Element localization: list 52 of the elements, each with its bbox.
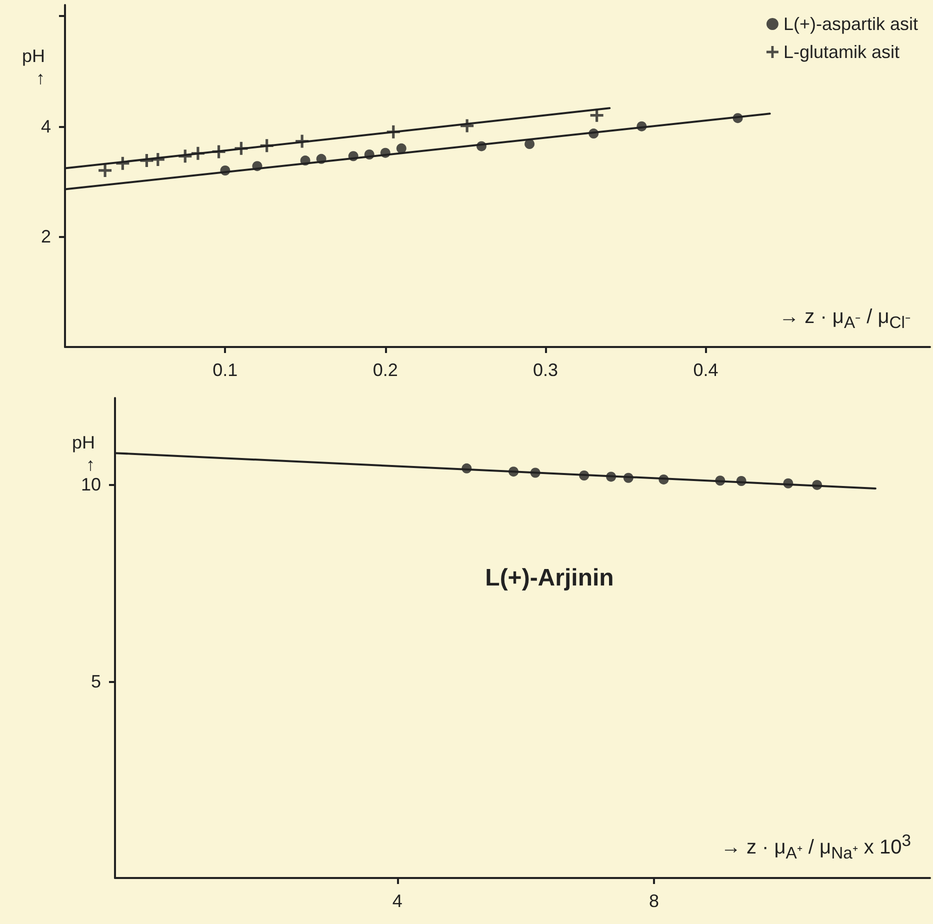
point <box>579 470 590 481</box>
point <box>178 150 192 163</box>
x-tick-label: 0.4 <box>693 360 718 380</box>
point <box>606 472 616 482</box>
point <box>396 143 406 154</box>
point <box>524 139 535 150</box>
point <box>508 466 519 477</box>
point <box>260 139 274 152</box>
point <box>98 164 112 177</box>
point <box>212 145 226 158</box>
point <box>530 468 540 478</box>
legend-label: L-glutamik asit <box>783 42 900 62</box>
y-axis-title: pH ↑ <box>72 432 95 475</box>
point <box>348 151 358 162</box>
y-axis-title: pH ↑ <box>22 46 45 88</box>
point <box>783 478 794 488</box>
point <box>636 121 647 132</box>
point <box>476 141 486 152</box>
y-tick-label: 2 <box>40 226 51 247</box>
y-tick-label: 10 <box>80 474 101 495</box>
x-axis-title: → z · μ$_{A⁻}$ / μ$_{Cl⁻}$ <box>779 306 911 333</box>
point <box>715 476 726 486</box>
point <box>386 125 400 138</box>
x-tick-label: 0.1 <box>212 360 238 380</box>
point <box>460 119 474 132</box>
x-tick-label: 0.3 <box>533 360 558 380</box>
point <box>364 149 374 160</box>
point <box>588 128 599 139</box>
point <box>300 156 310 166</box>
annotation: L(+)-Arjinin <box>485 564 614 592</box>
point <box>252 161 262 172</box>
point <box>462 463 472 474</box>
point <box>658 474 669 484</box>
point <box>380 148 390 158</box>
point <box>732 113 743 124</box>
y-tick-label: 5 <box>90 671 101 692</box>
legend-label: L(+)-aspartik asit <box>783 14 918 34</box>
point <box>812 480 822 490</box>
point <box>151 152 164 166</box>
point <box>623 472 634 483</box>
point <box>116 156 130 170</box>
x-tick-label: 8 <box>649 891 660 911</box>
point <box>220 165 230 176</box>
x-axis-title: → z · μ$_{A⁺}$ / μ$_{Na⁺}$ x 10$^{3}$ <box>720 831 911 864</box>
point <box>296 134 309 148</box>
point <box>590 108 604 122</box>
point <box>191 146 204 160</box>
point <box>140 154 154 168</box>
x-tick-label: 0.2 <box>372 360 398 380</box>
point <box>736 476 746 486</box>
point <box>316 154 326 164</box>
point <box>234 142 248 155</box>
